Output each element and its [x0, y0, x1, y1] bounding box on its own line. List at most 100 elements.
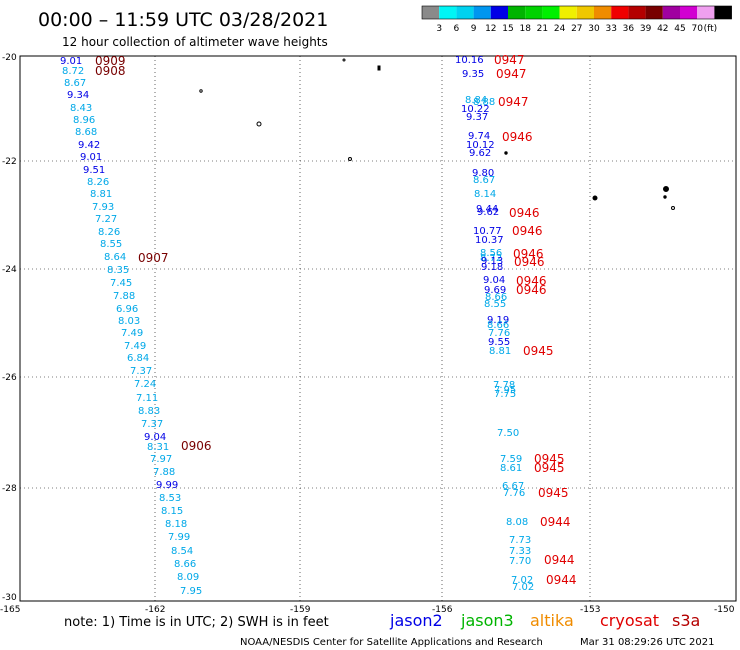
wave-height-label: 8.26 — [98, 227, 120, 238]
wave-height-label: 7.95 — [180, 586, 202, 597]
y-label: -20 — [2, 53, 17, 63]
island-dot — [256, 121, 262, 127]
x-label: -156 — [432, 605, 453, 615]
time-label: 0946 — [512, 224, 543, 238]
wave-height-label: 8.09 — [177, 572, 199, 583]
wave-height-label: 7.37 — [141, 419, 163, 430]
wave-height-label: 10.77 — [473, 226, 502, 237]
wave-height-label: 8.35 — [107, 265, 129, 276]
time-label: 0947 — [494, 53, 525, 67]
wave-height-label: 7.76 — [503, 488, 525, 499]
left-satellite-track: 9.018.728.679.348.438.968.689.429.019.51… — [60, 54, 212, 597]
wave-height-label: 6.96 — [116, 304, 138, 315]
legend-swatch — [628, 6, 646, 19]
legend-swatch — [439, 6, 457, 19]
legend-label: 45 — [674, 24, 685, 34]
wave-height-label: 7.49 — [121, 328, 143, 339]
wave-height-label: 9.04 — [144, 432, 166, 443]
wave-height-label: 9.55 — [488, 337, 510, 348]
x-label: -159 — [290, 605, 311, 615]
legend-swatch — [611, 6, 629, 19]
wave-height-label: 7.76 — [488, 328, 510, 339]
y-label: -22 — [2, 157, 17, 167]
time-label: 0906 — [181, 439, 212, 453]
wave-height-label: 7.93 — [92, 202, 114, 213]
wave-height-label: 8.67 — [473, 175, 495, 186]
wave-height-label: 8.08 — [506, 517, 528, 528]
time-label: 0908 — [95, 64, 126, 78]
legend-swatch — [508, 6, 526, 19]
wave-height-label: 7.27 — [95, 214, 117, 225]
wave-height-label: 9.19 — [487, 315, 509, 326]
wave-height-label: 8.96 — [73, 115, 95, 126]
wave-height-label: 9.18 — [481, 262, 503, 273]
wave-height-label: 8.15 — [161, 506, 183, 517]
island-markers — [199, 58, 675, 210]
wave-height-label: 9.42 — [78, 140, 100, 151]
time-label: 0947 — [498, 95, 529, 109]
time-label: 0944 — [544, 553, 575, 567]
wave-height-label: 9.99 — [156, 480, 178, 491]
wave-height-label: 7.33 — [509, 546, 531, 557]
wave-height-label: 8.14 — [474, 189, 496, 200]
wave-height-label: 9.04 — [483, 275, 505, 286]
island-dot — [199, 89, 203, 93]
satellite-jason2: jason2 — [389, 611, 443, 630]
time-label: 0946 — [516, 274, 547, 288]
wave-height-label: 8.66 — [174, 559, 196, 570]
wave-height-label: 8.43 — [70, 103, 92, 114]
timestamp-text: Mar 31 08:29:26 UTC 2021 — [580, 637, 715, 648]
legend-label: 24 — [554, 24, 566, 34]
wave-height-label: 7.95 — [494, 385, 516, 396]
wave-height-label: 8.18 — [165, 519, 187, 530]
legend-swatch — [473, 6, 491, 19]
legend-label: 9 — [471, 24, 477, 34]
wave-height-label: 8.83 — [138, 406, 160, 417]
legend-label: 21 — [537, 24, 548, 34]
footer-note: note: 1) Time is in UTC; 2) SWH is in fe… — [64, 615, 329, 630]
wave-height-label: 7.24 — [134, 379, 156, 390]
y-label: -28 — [2, 484, 17, 494]
time-label: 0945 — [534, 461, 565, 475]
map-subtitle: 12 hour collection of altimeter wave hei… — [62, 35, 328, 49]
legend-swatch — [559, 6, 577, 19]
x-label: -162 — [145, 605, 165, 615]
time-label: 0945 — [534, 452, 565, 466]
island-dot — [592, 195, 598, 201]
wave-height-label: 8.67 — [64, 78, 86, 89]
wave-height-label: 8.66 — [485, 292, 507, 303]
wave-height-label: 8.72 — [62, 66, 84, 77]
wave-height-label: 7.11 — [136, 393, 158, 404]
time-label: 0947 — [496, 67, 527, 81]
legend-label: 12 — [485, 24, 496, 34]
wave-height-label: 9.37 — [466, 112, 488, 123]
time-label: 0946 — [509, 206, 540, 220]
wave-height-label: 8.53 — [159, 493, 181, 504]
legend-swatch — [714, 6, 732, 19]
credit-text: NOAA/NESDIS Center for Satellite Applica… — [240, 637, 543, 648]
time-label: 0946 — [516, 283, 547, 297]
island-dot — [348, 157, 352, 161]
wave-height-label: 7.02 — [512, 582, 534, 593]
color-scale-legend: 3 6 9 12 15 18 21 24 27 30 33 36 39 42 45 70 (ft) — [421, 5, 732, 34]
wave-height-label: 9.01 — [60, 56, 82, 67]
map-title: 00:00 – 11:59 UTC 03/28/2021 — [38, 9, 328, 31]
legend-swatch — [680, 6, 698, 19]
wave-height-label: 7.45 — [110, 278, 132, 289]
wave-height-label: 6.84 — [127, 353, 149, 364]
legend-swatch — [697, 6, 715, 19]
wave-height-label: 8.88 — [473, 97, 495, 108]
wave-height-label: 7.73 — [509, 535, 531, 546]
wave-height-label: 9.13 — [481, 256, 503, 267]
legend-swatch — [662, 6, 680, 19]
wave-height-label: 7.78 — [493, 380, 515, 391]
wave-height-label: 8.81 — [489, 346, 511, 357]
time-label: 0944 — [546, 573, 577, 587]
wave-height-label: 8.84 — [465, 95, 487, 106]
time-label: 0946 — [502, 130, 533, 144]
wave-height-label: 7.59 — [500, 454, 522, 465]
wave-height-label: 7.88 — [113, 291, 135, 302]
wave-height-label: 8.81 — [90, 189, 112, 200]
wave-height-label: 7.99 — [168, 532, 190, 543]
legend-swatch — [490, 6, 508, 19]
